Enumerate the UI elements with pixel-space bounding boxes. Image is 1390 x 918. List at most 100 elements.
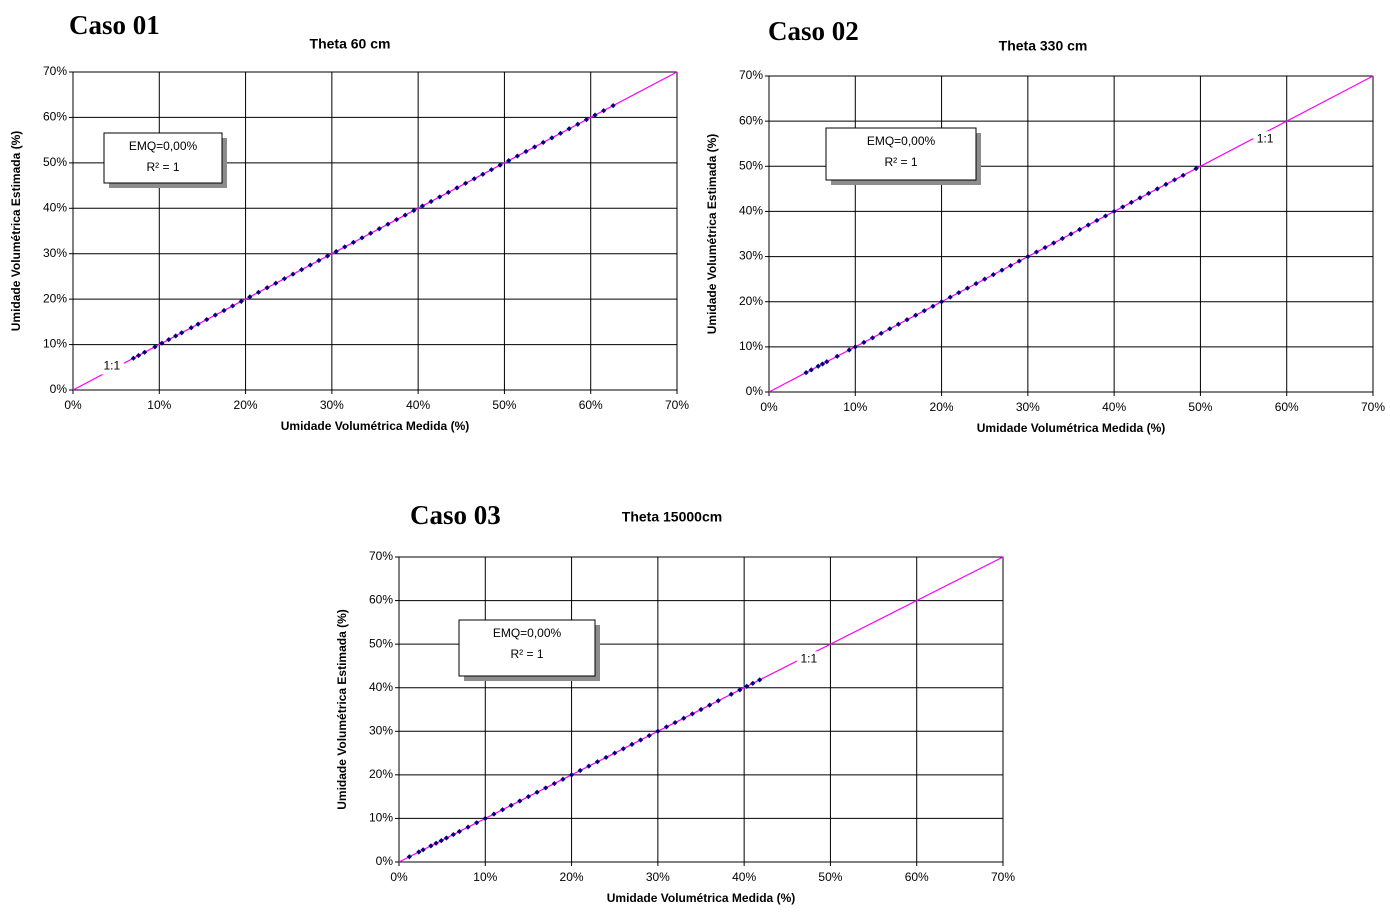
y-axis-label: Umidade Volumétrica Estimada (%) xyxy=(9,131,23,332)
data-point xyxy=(629,741,635,747)
x-tick-label: 30% xyxy=(646,870,670,884)
data-point xyxy=(497,162,503,168)
y-tick-label: 70% xyxy=(739,68,763,82)
data-point xyxy=(803,369,809,376)
data-point xyxy=(715,698,721,704)
data-point xyxy=(551,780,557,787)
y-axis-label: Umidade Volumétrica Estimada (%) xyxy=(335,609,349,810)
y-tick-label: 70% xyxy=(43,64,67,78)
data-point xyxy=(815,363,821,369)
data-point xyxy=(273,280,279,286)
data-point xyxy=(173,333,179,339)
data-point xyxy=(540,139,546,146)
x-tick-label: 70% xyxy=(991,870,1015,884)
data-point xyxy=(188,325,194,331)
data-point xyxy=(523,148,529,155)
x-tick-label: 60% xyxy=(905,870,929,884)
y-tick-label: 20% xyxy=(739,294,763,308)
data-point xyxy=(947,294,953,300)
data-point xyxy=(1111,208,1117,215)
data-point xyxy=(281,276,287,282)
x-tick-label: 30% xyxy=(320,398,344,412)
data-point xyxy=(443,835,450,841)
data-point xyxy=(583,117,589,123)
data-point xyxy=(465,824,471,830)
data-point xyxy=(1059,235,1065,242)
data-point xyxy=(592,112,598,118)
data-point xyxy=(887,326,893,332)
data-point xyxy=(376,226,382,232)
annotation-text: R² = 1 xyxy=(510,647,543,661)
data-point xyxy=(557,130,564,136)
y-tick-label: 40% xyxy=(43,200,67,214)
data-point xyxy=(566,126,572,132)
data-point xyxy=(428,843,434,849)
x-tick-label: 20% xyxy=(560,870,584,884)
data-point xyxy=(324,253,331,259)
case-label: Caso 02 xyxy=(768,16,859,46)
data-point xyxy=(904,317,910,323)
data-point xyxy=(195,321,201,327)
data-point xyxy=(411,207,417,214)
data-point xyxy=(646,733,652,739)
y-axis-label: Umidade Volumétrica Estimada (%) xyxy=(705,134,719,335)
y-tick-label: 50% xyxy=(739,158,763,172)
data-point xyxy=(474,820,480,826)
y-tick-label: 0% xyxy=(376,854,394,868)
data-point xyxy=(1042,244,1048,251)
y-tick-label: 60% xyxy=(43,110,67,124)
data-point xyxy=(999,267,1005,273)
data-point xyxy=(514,153,520,159)
data-point xyxy=(728,691,734,697)
x-tick-label: 60% xyxy=(579,398,603,412)
data-point xyxy=(808,367,814,373)
data-point xyxy=(525,794,532,800)
data-point xyxy=(1033,249,1040,255)
data-point xyxy=(290,271,296,277)
x-tick-label: 60% xyxy=(1275,400,1299,414)
data-point xyxy=(672,719,678,726)
data-point xyxy=(428,198,434,205)
y-tick-label: 40% xyxy=(369,680,393,694)
data-point xyxy=(230,303,236,309)
data-point xyxy=(1171,177,1178,183)
data-point xyxy=(612,750,618,756)
x-tick-label: 20% xyxy=(930,400,954,414)
data-point xyxy=(212,312,218,318)
data-point xyxy=(861,339,867,345)
data-point xyxy=(532,144,538,150)
annotation-text: R² = 1 xyxy=(146,160,179,174)
data-point xyxy=(1180,172,1186,178)
label-bg xyxy=(99,358,124,375)
data-point xyxy=(610,103,616,109)
data-point xyxy=(930,303,936,309)
data-point xyxy=(1128,199,1134,205)
annotation-text: R² = 1 xyxy=(884,155,917,169)
y-tick-label: 20% xyxy=(43,291,67,305)
data-point xyxy=(750,680,756,686)
data-point xyxy=(179,330,185,336)
data-point xyxy=(534,789,540,795)
y-tick-label: 70% xyxy=(369,549,393,563)
data-point xyxy=(255,289,262,295)
chart-title: Theta 15000cm xyxy=(622,509,722,525)
annotation-text: EMQ=0,00% xyxy=(867,134,936,148)
data-point xyxy=(204,316,210,323)
data-point xyxy=(454,185,460,191)
data-point xyxy=(368,230,374,236)
y-tick-label: 0% xyxy=(746,384,764,398)
data-point xyxy=(921,308,927,314)
data-point xyxy=(406,854,412,860)
data-point xyxy=(316,257,322,264)
data-point xyxy=(913,312,919,318)
data-point xyxy=(1068,231,1074,237)
data-point xyxy=(1120,204,1126,210)
data-point xyxy=(964,285,971,291)
x-tick-label: 50% xyxy=(492,398,516,412)
data-point xyxy=(737,687,743,693)
data-point xyxy=(342,244,348,250)
data-point xyxy=(681,715,687,721)
data-point xyxy=(488,167,495,173)
data-point xyxy=(221,307,227,314)
